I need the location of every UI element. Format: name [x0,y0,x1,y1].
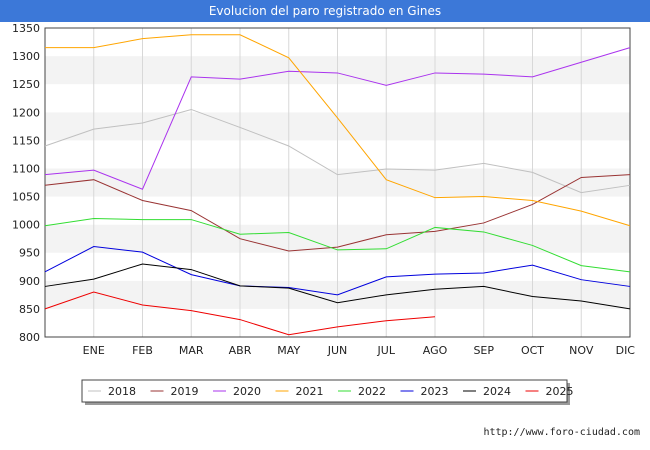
series-line-2018 [44,108,631,194]
y-tick-label: 1350 [12,22,40,35]
legend-label-2018: 2018 [108,385,136,398]
legend-label-2024: 2024 [483,385,511,398]
x-tick-label: SEP [473,344,494,357]
x-tick-label: AGO [423,344,448,357]
series-line-2024 [44,263,631,310]
x-tick-label: ABR [229,344,252,357]
series-line-2025 [44,291,436,336]
y-tick-label: 1250 [12,78,40,91]
x-tick-label: NOV [569,344,594,357]
legend-label-2022: 2022 [358,385,386,398]
x-tick-label: FEB [132,344,153,357]
source-url: http://www.foro-ciudad.com [483,427,640,438]
legend: 2018 2019 2020 2021 2022 2023 2024 2025 [81,379,574,405]
series-line-2023 [44,246,631,296]
x-tick-label: OCT [521,344,544,357]
x-tick-label: JUL [377,344,396,357]
series-line-2020 [44,47,631,190]
legend-label-2025: 2025 [546,385,574,398]
series-line-2019 [44,174,631,252]
y-tick-label: 1100 [12,162,40,175]
y-axis-ticks: 800 850 900 950 1000 1050 1100 1150 1200 1250 1300… [12,22,40,344]
series-line-2021 [45,34,631,227]
legend-label-2021: 2021 [296,385,324,398]
y-tick-label: 900 [19,275,40,288]
legend-label-2020: 2020 [233,385,261,398]
y-tick-label: 950 [19,247,40,260]
plot-frame [44,27,631,338]
series-lines [44,34,631,336]
x-tick-label: MAY [277,344,300,357]
series-line-2022 [44,217,631,273]
x-tick-label: DIC [616,344,636,357]
x-tick-label: ENE [83,344,105,357]
x-tick-label: JUN [327,344,348,357]
y-tick-label: 1050 [12,191,40,204]
chart-title: Evolucion del paro registrado en Gines [0,0,650,22]
y-tick-label: 1300 [12,50,40,63]
legend-label-2019: 2019 [171,385,199,398]
legend-label-2023: 2023 [421,385,449,398]
y-tick-label: 1200 [12,106,40,119]
vertical-gridlines [93,28,582,337]
x-tick-label: MAR [179,344,204,357]
x-axis-ticks: ENE FEB MAR ABR MAY JUN JUL AGO SEP OCT NOV DIC [83,344,636,357]
y-tick-label: 850 [19,303,40,316]
y-tick-label: 800 [19,331,40,344]
y-tick-label: 1000 [12,219,40,232]
y-tick-label: 1150 [12,134,40,147]
legend-box [81,379,568,403]
